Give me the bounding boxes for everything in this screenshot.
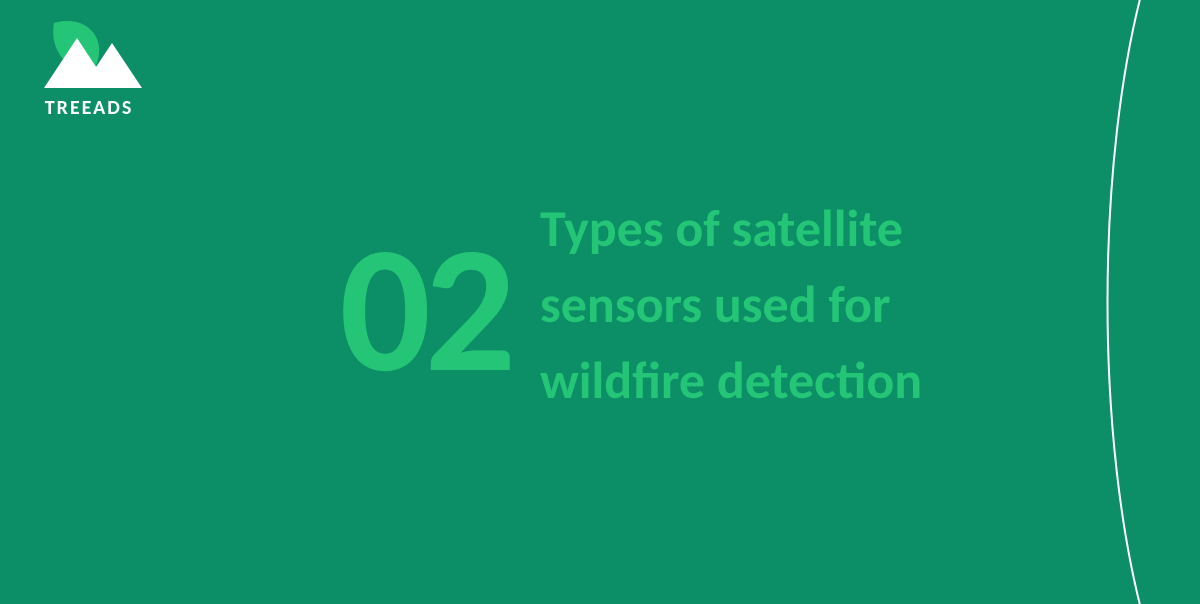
slide-content: 02 Types of satellite sensors used for w… [0, 0, 1200, 604]
section-title: Types of satellite sensors used for wild… [540, 190, 922, 418]
section-number: 02 [290, 220, 510, 400]
slide-root: TREEADS 02 Types of satellite sensors us… [0, 0, 1200, 604]
